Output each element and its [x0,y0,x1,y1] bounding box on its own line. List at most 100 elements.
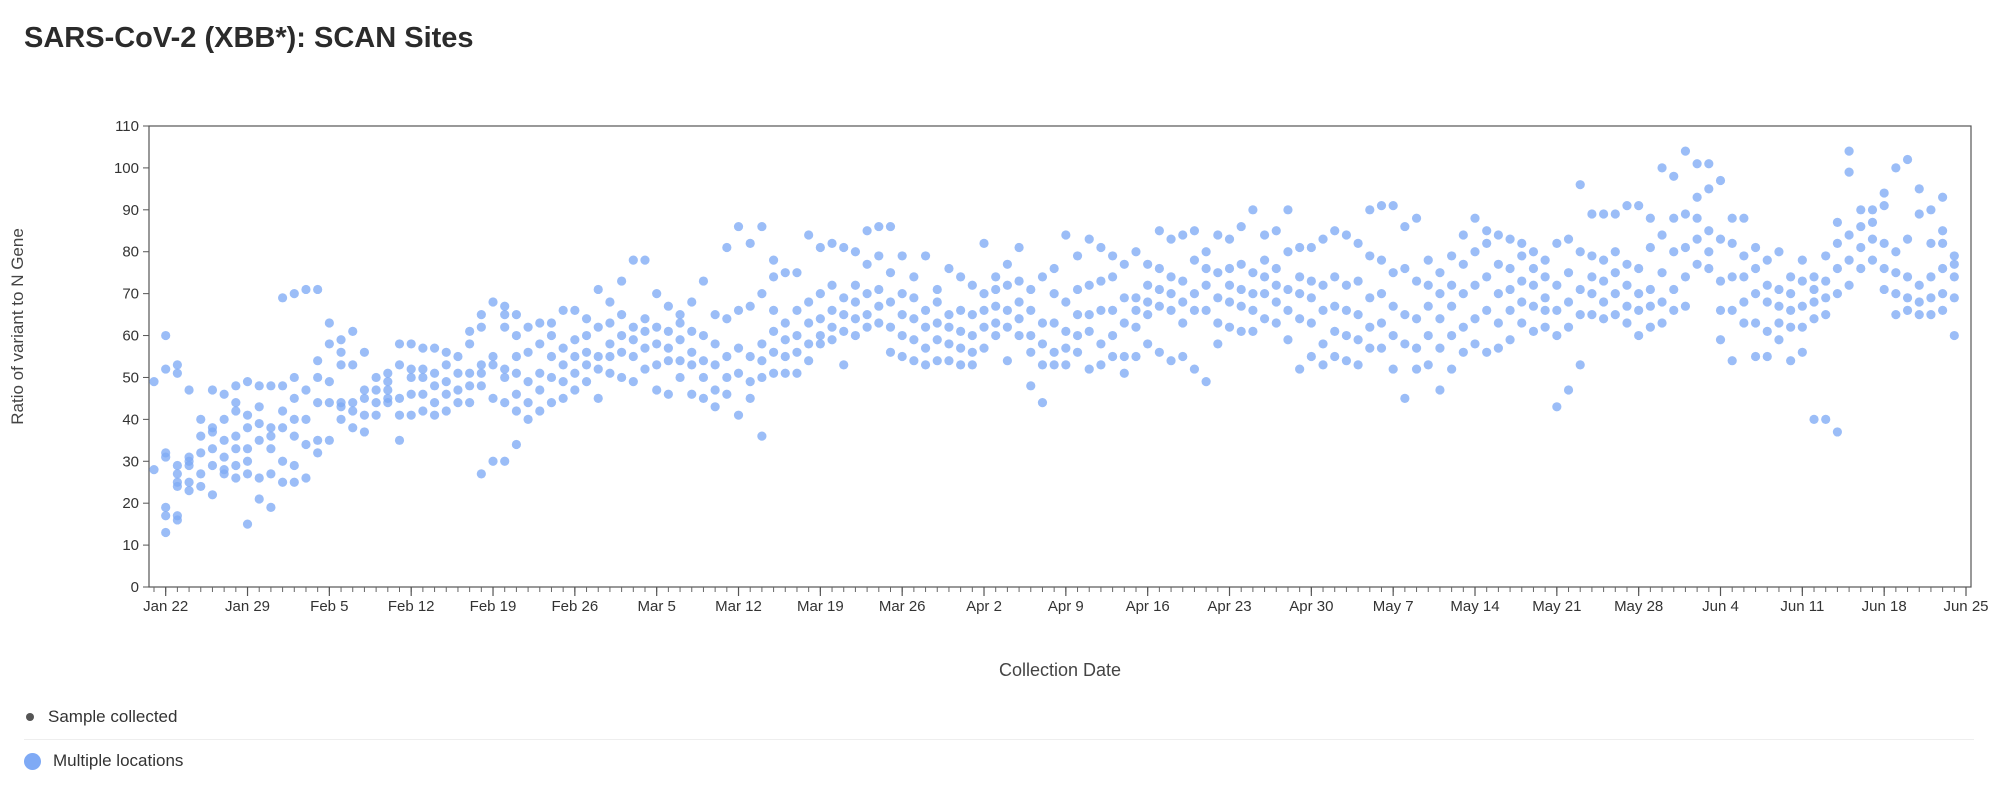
data-point [535,406,545,416]
data-point [1856,242,1866,253]
data-point [488,297,498,307]
data-point [1563,297,1574,307]
data-point [1014,242,1024,253]
data-point [1938,226,1948,236]
data-point [207,423,218,433]
data-point [850,297,861,307]
data-point [1458,347,1468,357]
data-point [1248,289,1258,299]
x-tick-label: Apr 2 [966,598,1002,615]
data-point [1680,272,1691,282]
x-tick-label: Feb 26 [552,598,599,615]
data-point [593,322,603,332]
data-point [1037,318,1048,328]
data-point [1949,293,1959,303]
data-point [359,410,370,420]
data-point [1540,272,1550,282]
data-point [207,460,218,471]
data-point [266,469,276,479]
data-point [1891,163,1901,173]
data-point [277,381,288,391]
data-point [1599,255,1609,265]
data-point [1447,364,1457,374]
data-point [979,289,989,299]
data-point [874,284,884,295]
data-point [1575,284,1585,295]
data-point [465,368,475,378]
data-point [1797,276,1807,286]
data-point [652,322,662,332]
data-point [1528,326,1539,336]
data-point [909,293,919,303]
data-point [277,293,288,303]
data-point [581,347,592,357]
data-point [850,247,861,257]
data-point [1318,360,1328,370]
data-point [546,398,557,408]
data-point [453,398,463,408]
data-point [1938,192,1948,202]
data-point [897,289,907,299]
data-point [1131,322,1141,332]
y-tick-label: 60 [122,328,139,345]
data-point [196,469,206,479]
data-point [663,343,673,353]
data-point [511,330,521,341]
data-point [359,427,370,437]
data-point [1423,280,1433,290]
data-point [1108,251,1118,261]
data-point [1856,205,1866,215]
y-tick-label: 0 [131,579,139,596]
data-point [1037,360,1048,370]
data-point [500,456,510,466]
data-point [1727,213,1737,223]
data-point [617,330,627,341]
data-point [1014,297,1024,307]
data-point [231,444,241,454]
data-point [1143,259,1153,269]
data-point [1458,230,1468,240]
data-point [1657,268,1667,278]
data-point [394,360,405,370]
data-point [289,460,299,471]
data-point [207,444,218,454]
data-point [1832,427,1843,437]
data-point [593,364,603,374]
data-point [1411,314,1422,324]
data-point [1762,326,1772,336]
data-point [1563,322,1574,332]
data-point [1189,364,1200,374]
data-point [944,263,954,274]
data-point [1400,221,1410,232]
data-point [862,309,872,320]
data-point [313,398,323,408]
data-point [476,360,486,370]
data-point [1926,309,1936,320]
data-point [1143,297,1153,307]
data-point [324,318,334,328]
data-point [1458,322,1468,332]
data-point [500,322,510,332]
data-point [932,335,942,345]
data-point [1330,326,1340,336]
data-point [1482,347,1492,357]
data-point [1634,305,1644,315]
data-point [897,251,907,261]
data-point [862,226,872,236]
data-point [172,360,182,370]
data-point [1739,272,1749,282]
data-point [1938,305,1948,315]
data-point [1154,226,1164,236]
data-point [1189,289,1200,299]
data-point [722,389,732,399]
data-point [1259,272,1270,282]
data-point [991,272,1001,282]
data-point [1014,330,1024,341]
data-point [465,339,475,349]
data-point [1096,339,1106,349]
data-point [920,305,931,315]
data-point [488,360,498,370]
data-point [570,385,580,395]
data-point [1540,255,1550,265]
data-point [1610,247,1620,257]
